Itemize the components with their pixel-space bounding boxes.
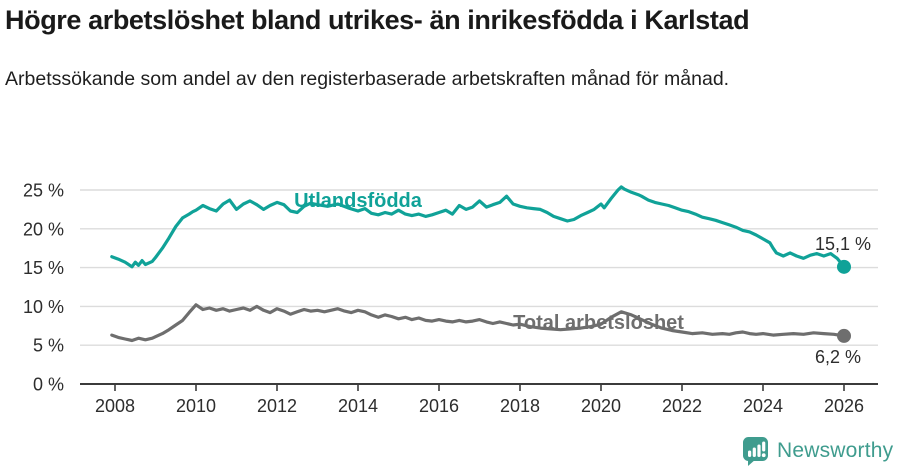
x-tick-label: 2014 [338,396,378,416]
newsworthy-logo-text[interactable]: Newsworthy [777,439,894,462]
series-end-dot-utlandsfodda [837,259,851,274]
x-tick-label: 2024 [743,396,783,416]
series-end-value-label: 15,1 % [815,234,871,254]
series-end-value-label: 6,2 % [815,347,861,367]
chart-canvas: 0 % 5 % 10 % 15 % 20 % 25 % 2008 2010 2012 2014 20… [23,181,878,416]
x-tick-label: 2020 [581,396,621,416]
x-tick-label: 2008 [95,396,135,416]
series-end-dot-total [837,328,851,343]
chart-subtitle: Arbetssökande som andel av den registerb… [5,68,730,90]
chart-title: Högre arbetslöshet bland utrikes- än inr… [5,5,750,35]
y-tick-label: 20 % [23,219,64,239]
newsworthy-logo-icon[interactable] [742,435,769,467]
x-tick-label: 2016 [419,396,459,416]
y-tick-label: 0 % [33,375,64,395]
y-tick-label: 15 % [23,258,64,278]
y-tick-label: 5 % [33,336,64,356]
series-name-label-total: Total arbetslöshet [513,312,684,334]
y-tick-label: 10 % [23,297,64,317]
x-tick-label: 2026 [824,396,864,416]
x-tick-label: 2018 [500,396,540,416]
series-line-utlandsfodda [110,185,846,269]
x-tick-label: 2012 [257,396,297,416]
x-tick-label: 2010 [176,396,216,416]
line-chart: 0 % 5 % 10 % 15 % 20 % 25 % 2008 2010 2012 2014 20… [0,135,900,440]
series-name-label-utlandsfodda: Utlandsfödda [294,190,423,212]
brand-footer: Newsworthy [742,435,893,467]
x-tick-label: 2022 [662,396,702,416]
series-line-total [110,303,846,343]
y-tick-label: 25 % [23,181,64,201]
